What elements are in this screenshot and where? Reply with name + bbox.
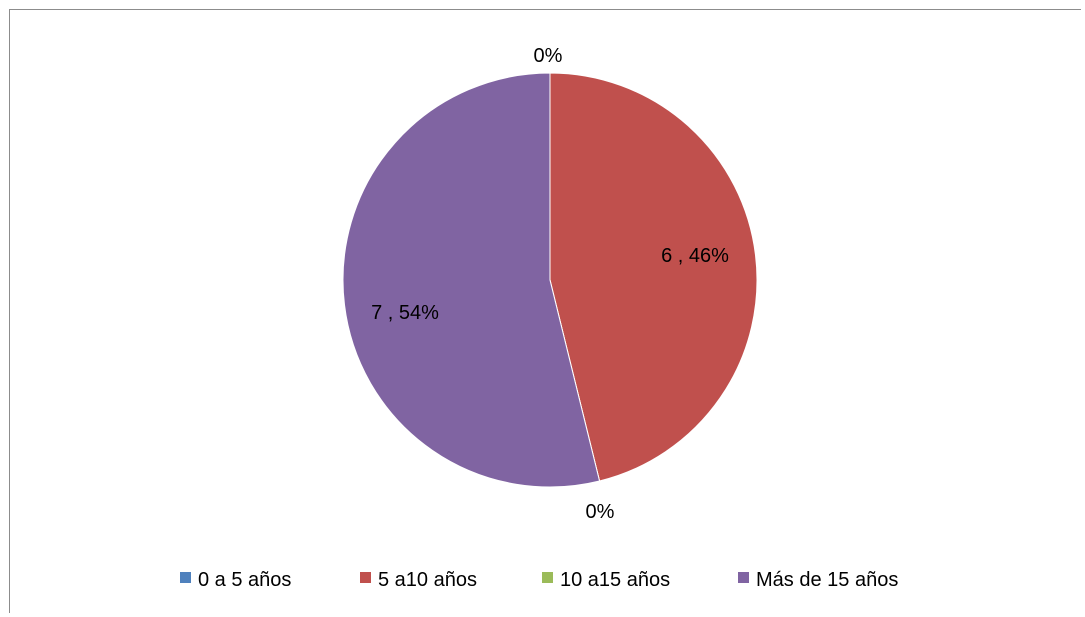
data-label-10-a-15: 0% xyxy=(586,501,615,523)
slice-mas-de-15 xyxy=(342,72,601,488)
legend-swatch-mas-de-15 xyxy=(738,572,749,583)
legend-swatch-5-a-10 xyxy=(360,572,371,583)
data-label-mas-de-15: 7 , 54% xyxy=(371,302,439,324)
slice-5-a-10 xyxy=(549,72,758,482)
legend-swatch-10-a-15 xyxy=(542,572,553,583)
pie-slices xyxy=(342,72,758,488)
legend-label-mas-de-15: Más de 15 años xyxy=(756,569,898,591)
legend: 0 a 5 años 5 a10 años 10 a15 años Más de… xyxy=(180,569,898,591)
legend-label-10-a-15: 10 a15 años xyxy=(560,569,670,591)
legend-label-0-a-5: 0 a 5 años xyxy=(198,569,291,591)
data-label-0-a-5: 0% xyxy=(534,45,563,67)
legend-swatch-0-a-5 xyxy=(180,572,191,583)
legend-label-5-a-10: 5 a10 años xyxy=(378,569,477,591)
pie-data-labels: 0% 6 , 46% 0% 7 , 54% xyxy=(371,45,729,523)
data-label-5-a-10: 6 , 46% xyxy=(661,245,729,267)
